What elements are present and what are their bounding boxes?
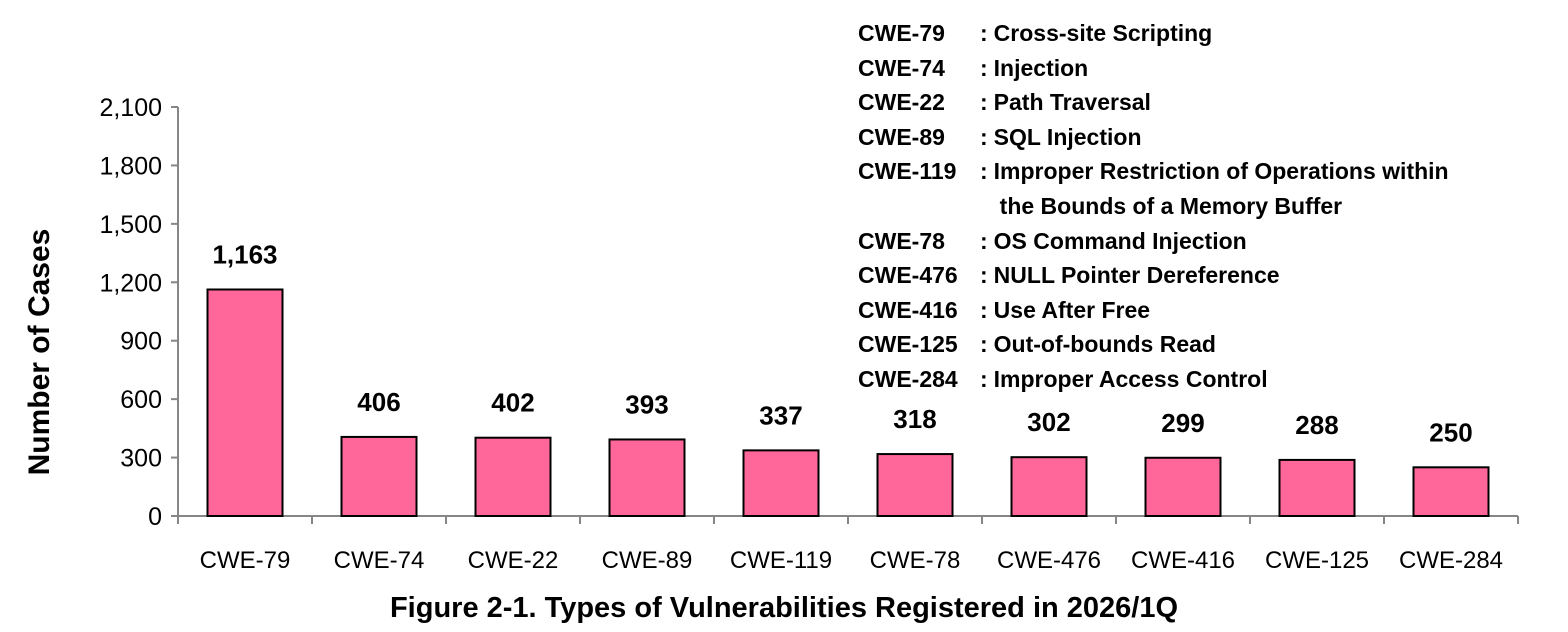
x-tick-label: CWE-476 [997,547,1101,574]
bar-cwe-78 [876,453,954,517]
legend-entry: CWE-79: Cross-site Scripting [858,16,1449,51]
legend-separator: : [980,296,988,323]
legend-separator: : [980,227,988,254]
x-tick-label: CWE-22 [468,547,559,574]
legend-description-line: Improper Restriction of Operations withi… [993,158,1449,185]
legend-separator: : [980,158,988,185]
legend-entry: CWE-119: Improper Restriction of Operatio… [858,154,1449,223]
legend-description-line: Cross-site Scripting [993,20,1213,46]
legend-code: CWE-79 [858,20,945,46]
legend-separator: : [980,89,988,116]
x-tick-label: CWE-125 [1265,547,1369,574]
y-tick-label: 2,100 [99,94,162,122]
data-label: 406 [357,387,400,417]
y-tick-label: 1,800 [99,152,162,180]
legend-code: CWE-125 [858,331,958,358]
legend-description: NULL Pointer Dereference [994,258,1280,293]
bar-cwe-416 [1144,456,1222,518]
legend-separator: : [980,20,988,46]
legend-code: CWE-78 [858,227,945,254]
legend-code: CWE-119 [858,158,957,185]
legend-description-line: Out-of-bounds Read [993,331,1216,358]
legend-description-line: NULL Pointer Dereference [993,262,1280,289]
legend-description: Use After Free [994,293,1150,328]
legend-code: CWE-89 [858,123,945,150]
x-tick-label: CWE-79 [200,547,291,574]
legend-entry: CWE-22: Path Traversal [858,85,1449,120]
legend-description-line: Use After Free [993,296,1151,323]
legend-separator: : [980,262,988,289]
y-axis-title: Number of Cases [23,229,56,476]
legend-entry: CWE-476: NULL Pointer Dereference [858,258,1449,293]
data-label: 318 [893,404,936,434]
legend-code: CWE-416 [858,296,958,323]
plot-area: 0 300 600 900 1,200 1,500 1,800 2,100 1,163 CWE-7… [99,94,1519,574]
y-tick-label: 600 [120,386,162,414]
legend-entry: CWE-416: Use After Free [858,293,1449,328]
legend-description-line: Path Traversal [993,89,1151,116]
legend-description: Injection [994,51,1089,86]
legend-description: OS Command Injection [994,224,1247,259]
legend-separator: : [980,331,988,358]
x-tick-label: CWE-89 [602,547,693,574]
data-label: 288 [1295,410,1338,440]
legend-description-line: Improper Access Control [993,365,1268,392]
x-tick-label: CWE-74 [334,547,425,574]
x-tick-label: CWE-284 [1399,547,1503,574]
legend-separator: : [980,123,988,150]
legend-separator: : [980,365,988,392]
data-label: 393 [625,389,668,419]
legend-code: CWE-476 [858,262,958,289]
bar-cwe-119 [742,449,820,517]
data-label: 250 [1429,417,1472,447]
legend-description: Out-of-bounds Read [994,327,1216,362]
y-tick-label: 300 [120,445,162,473]
y-tick-label: 1,200 [99,269,162,297]
x-tick-label: CWE-416 [1131,547,1235,574]
legend-description-line: Injection [993,54,1089,81]
data-label: 302 [1027,407,1070,437]
x-tick-label: CWE-119 [730,547,832,574]
bar-cwe-284 [1412,466,1490,517]
bar-cwe-476 [1010,456,1088,518]
x-tick-label: CWE-78 [870,547,961,574]
bar-cwe-74 [340,435,418,517]
bar-cwe-79 [206,288,284,518]
legend-description: SQL Injection [994,120,1142,155]
bar-cwe-125 [1278,458,1356,517]
y-tick-label: 900 [120,328,162,356]
legend-description: Improper Restriction of Operations withi… [994,154,1449,223]
legend-code: CWE-284 [858,365,958,392]
legend-description-line: SQL Injection [993,123,1142,150]
legend-entry: CWE-89: SQL Injection [858,120,1449,155]
legend-entry: CWE-74: Injection [858,51,1449,86]
legend-description: Improper Access Control [994,362,1268,397]
legend-description: Path Traversal [994,85,1151,120]
data-label: 1,163 [212,239,277,269]
legend-description: Cross-site Scripting [994,16,1213,51]
legend-entry: CWE-125: Out-of-bounds Read [858,327,1449,362]
y-tick-label: 1,500 [99,211,162,239]
legend-description-line: the Bounds of a Memory Buffer [999,192,1343,219]
legend-code: CWE-74 [858,54,945,81]
y-tick-label: 0 [148,503,162,531]
data-label: 402 [491,388,534,418]
legend-separator: : [980,54,988,81]
data-label: 337 [759,400,802,430]
bar-cwe-89 [608,438,686,517]
legend-code: CWE-22 [858,89,945,116]
legend: CWE-79: Cross-site Scripting CWE-74: Inject… [858,16,1449,397]
legend-entry: CWE-78: OS Command Injection [858,224,1449,259]
data-label: 299 [1161,408,1204,438]
bar-cwe-22 [474,436,552,518]
figure-caption: Figure 2-1. Types of Vulnerabilities Reg… [390,592,1178,624]
legend-entry: CWE-284: Improper Access Control [858,362,1449,397]
legend-description-line: OS Command Injection [993,227,1247,254]
